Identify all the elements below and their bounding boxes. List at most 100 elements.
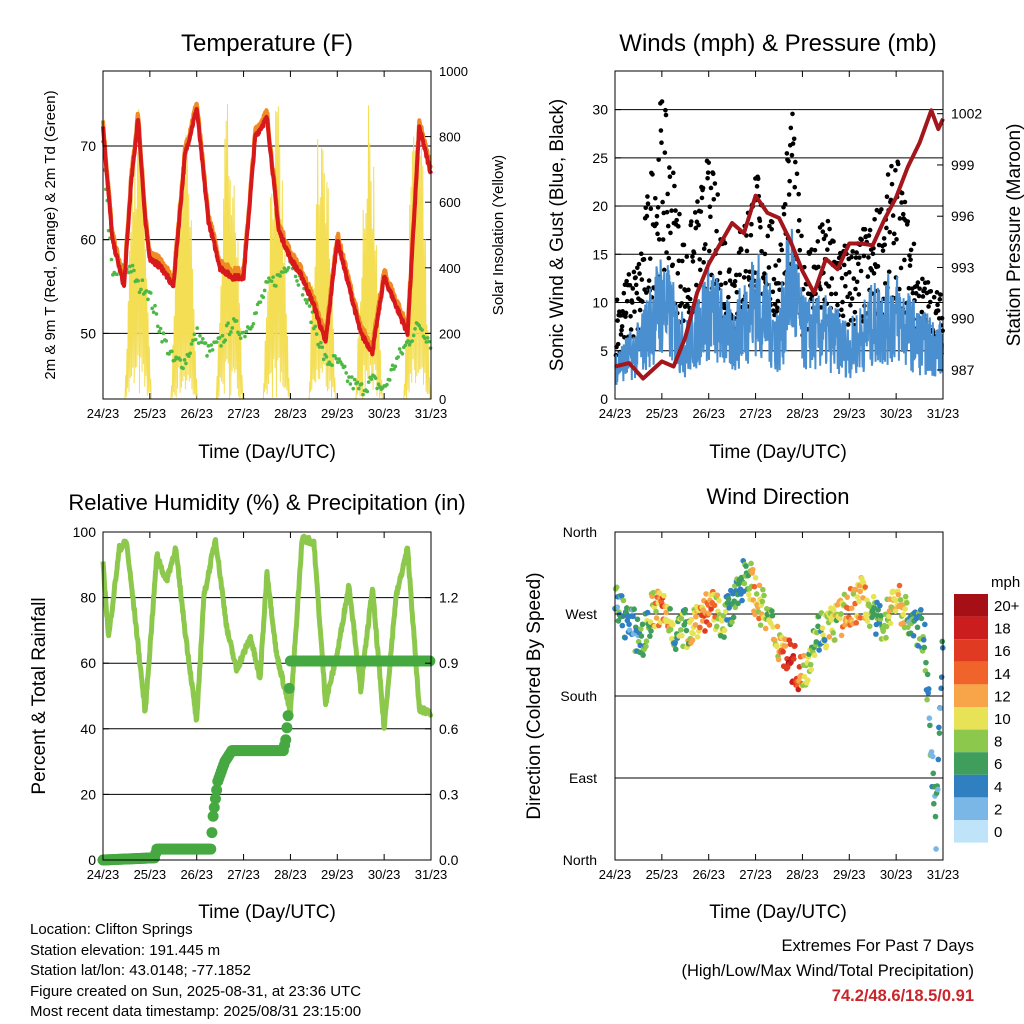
dewpoint-point — [347, 375, 351, 379]
dewpoint-point — [220, 333, 225, 338]
gust-point — [848, 303, 853, 308]
y-tick-label: 20 — [592, 198, 608, 214]
gust-point — [662, 150, 668, 155]
direction-ylabel-left: Direction (Colored By Speed) — [524, 572, 545, 819]
gust-point — [617, 309, 622, 314]
gust-point — [905, 219, 911, 224]
dewpoint-point — [109, 257, 114, 262]
gust-point — [754, 184, 760, 189]
dewpoint-point — [154, 312, 159, 316]
winds-plot-area: 24/23 25/23 26/23 27/23 28/23 29/23 30/23 31/23… — [592, 70, 982, 421]
direction-point — [780, 648, 786, 655]
gust-point — [812, 247, 818, 253]
direction-point — [852, 586, 859, 593]
direction-point — [875, 607, 881, 613]
dewpoint-point — [184, 361, 188, 366]
gust-point — [727, 267, 732, 272]
gust-point — [893, 167, 898, 173]
direction-point — [896, 582, 903, 589]
y-tick-label: 50 — [80, 325, 96, 341]
direction-point — [746, 591, 752, 598]
dewpoint-point — [385, 382, 389, 387]
direction-point — [844, 594, 851, 600]
direction-point — [677, 627, 684, 633]
y2-tick-label: 987 — [951, 362, 975, 378]
direction-point — [937, 705, 944, 712]
gust-point — [899, 190, 905, 196]
direction-point — [619, 622, 626, 629]
gust-point — [711, 196, 717, 202]
recent-timestamp: Most recent data timestamp: 2025/08/31 2… — [30, 1003, 362, 1020]
x-tick-label: 27/23 — [227, 867, 260, 882]
gust-point — [632, 309, 637, 314]
direction-point — [639, 621, 646, 628]
gust-point — [879, 207, 884, 212]
gust-point — [664, 250, 669, 255]
gust-point — [712, 181, 718, 186]
direction-point — [792, 642, 798, 649]
gust-point — [761, 276, 767, 281]
gust-point — [840, 313, 846, 319]
direction-point — [692, 622, 699, 628]
gust-point — [706, 248, 712, 254]
gust-point — [703, 242, 708, 247]
y2-tick-label: 993 — [951, 259, 975, 275]
dewpoint-point — [208, 349, 212, 353]
gust-point — [884, 225, 889, 231]
direction-point — [711, 602, 718, 609]
gust-point — [865, 274, 871, 279]
gust-point — [769, 219, 775, 225]
x-tick-label: 24/23 — [599, 867, 632, 882]
gust-point — [825, 218, 831, 224]
gust-point — [634, 290, 640, 296]
x-tick-label: 25/23 — [134, 867, 167, 882]
gust-point — [821, 236, 827, 242]
gust-point — [775, 305, 780, 311]
x-tick-label: 31/23 — [927, 406, 960, 421]
winds-title: Winds (mph) & Pressure (mb) — [619, 30, 936, 57]
gust-point — [757, 218, 763, 224]
gust-point — [902, 257, 907, 263]
dewpoint-point — [314, 332, 319, 336]
dewpoint-point — [330, 363, 334, 368]
gust-point — [646, 278, 652, 283]
gust-point — [619, 327, 624, 333]
dewpoint-point — [321, 357, 326, 362]
direction-point — [935, 756, 942, 763]
gust-point — [665, 223, 671, 229]
direction-point — [883, 623, 890, 630]
precip-point — [211, 784, 223, 796]
direction-point — [838, 611, 844, 617]
extremes-title: Extremes For Past 7 Days — [781, 937, 974, 955]
direction-point — [769, 612, 776, 619]
gust-point — [722, 240, 728, 246]
direction-point — [870, 593, 877, 600]
dewpoint-point — [199, 340, 204, 345]
direction-point — [853, 620, 860, 626]
gust-point — [784, 151, 790, 156]
gust-point — [833, 291, 839, 297]
temp-2m-line — [101, 107, 433, 357]
gust-point — [656, 157, 661, 162]
gust-point — [915, 280, 921, 285]
gust-point — [637, 307, 643, 313]
dewpoint-point — [219, 344, 223, 348]
gust-point — [732, 283, 737, 288]
dewpoint-point — [261, 295, 266, 300]
gust-point — [659, 140, 664, 145]
gust-point — [690, 259, 696, 264]
dewpoint-point — [355, 380, 360, 385]
dewpoint-point — [406, 339, 410, 343]
direction-point — [741, 580, 748, 587]
dewpoint-point — [389, 367, 393, 372]
y-tick-label: East — [569, 770, 597, 786]
gust-point — [759, 248, 764, 254]
legend-label: 18 — [994, 621, 1011, 638]
dewpoint-point — [196, 341, 201, 345]
gust-point — [925, 280, 931, 285]
station-latlon: Station lat/lon: 43.0148; -77.1852 — [30, 962, 252, 979]
y-tick-label: 100 — [73, 524, 97, 540]
y2-tick-label: 0.9 — [439, 655, 459, 671]
direction-point — [823, 643, 830, 649]
dewpoint-point — [305, 301, 309, 305]
